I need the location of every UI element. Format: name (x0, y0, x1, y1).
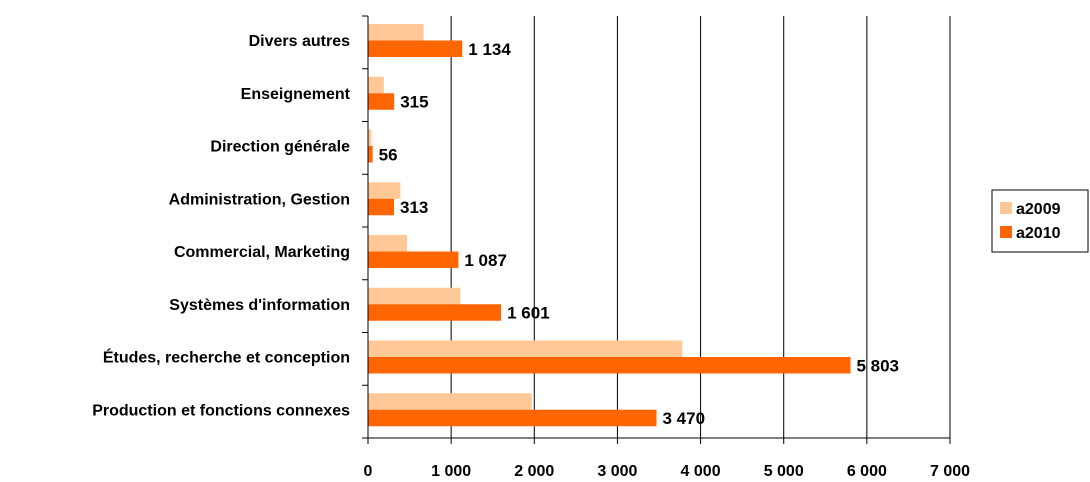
bar-a2010-4 (368, 251, 459, 268)
bar-a2009-0 (368, 24, 424, 41)
data-label-4: 1 087 (464, 251, 507, 270)
legend: a2009 a2010 (991, 189, 1089, 253)
axes (362, 15, 951, 444)
category-label-3: Administration, Gestion (169, 191, 350, 208)
bar-a2009-5 (368, 287, 461, 305)
x-tick-label-7: 7 000 (930, 463, 970, 480)
x-tick-label-6: 6 000 (847, 463, 887, 480)
bar-a2009-7 (368, 393, 532, 410)
x-tick-label-5: 5 000 (764, 463, 804, 480)
data-label-0: 1 134 (468, 40, 511, 59)
category-label-2: Direction générale (210, 139, 350, 156)
bar-a2010-3 (368, 198, 395, 216)
legend-box (991, 189, 1089, 253)
category-labels: Divers autres Enseignement Direction génér… (92, 33, 350, 419)
data-label-3: 313 (400, 198, 428, 217)
bar-a2010-5 (368, 304, 502, 321)
legend-swatch-a2009 (1000, 202, 1012, 214)
legend-label-a2010: a2010 (1016, 225, 1061, 242)
x-tick-label-1: 1 000 (431, 463, 471, 480)
category-label-1: Enseignement (241, 86, 351, 103)
x-tick-label-3: 3 000 (597, 463, 637, 480)
bar-a2010-2 (368, 146, 373, 163)
category-label-0: Divers autres (249, 33, 350, 50)
category-label-5: Systèmes d'information (169, 297, 350, 314)
x-tick-label-0: 0 (364, 463, 373, 480)
legend-swatch-a2010 (1000, 226, 1012, 238)
category-label-4: Commercial, Marketing (174, 244, 350, 261)
bar-a2009-2 (368, 129, 372, 146)
bar-a2009-6 (368, 340, 683, 357)
category-label-7: Production et fonctions connexes (92, 402, 350, 419)
data-label-2: 56 (379, 145, 398, 164)
x-tick-label-2: 2 000 (514, 463, 554, 480)
data-label-6: 5 803 (856, 356, 899, 375)
bar-a2010-6 (368, 357, 851, 374)
bar-a2010-1 (368, 93, 395, 110)
bar-a2010-7 (368, 409, 657, 427)
bar-a2009-4 (368, 235, 408, 252)
x-tick-labels: 0 1 000 2 000 3 000 4 000 5 000 6 000 7 000 (364, 463, 971, 480)
bar-a2009-1 (368, 76, 384, 94)
bar-a2010-0 (368, 40, 463, 57)
data-label-1: 315 (400, 93, 428, 112)
data-label-5: 1 601 (507, 304, 550, 323)
gridlines (450, 16, 951, 438)
legend-label-a2009: a2009 (1016, 201, 1061, 218)
bars (368, 24, 851, 427)
data-labels: 1 134 315 56 313 1 087 1 601 5 803 3 470 (379, 40, 899, 428)
category-label-6: Études, recherche et conception (103, 348, 350, 367)
data-label-7: 3 470 (663, 409, 706, 428)
x-tick-label-4: 4 000 (681, 463, 721, 480)
bar-a2009-3 (368, 182, 401, 199)
